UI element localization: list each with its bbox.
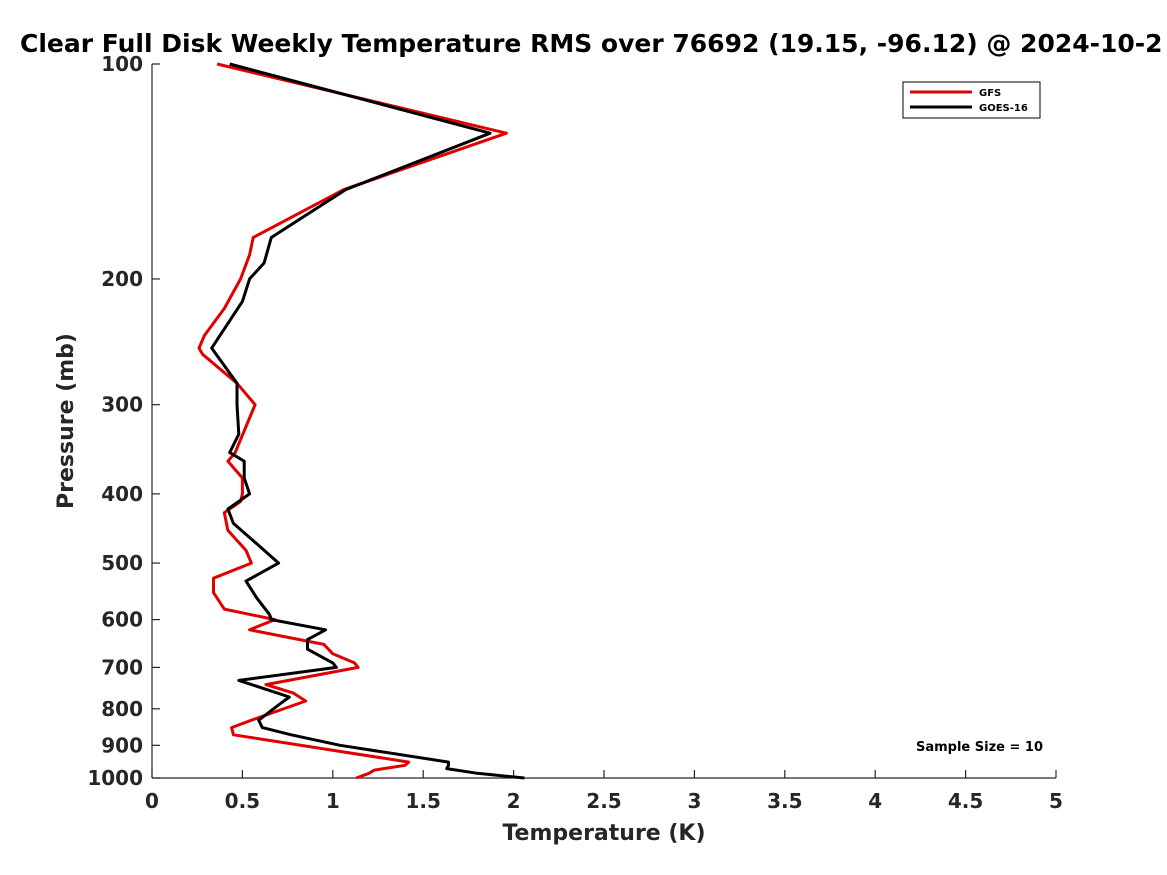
y-tick-label: 200 — [101, 267, 143, 291]
y-tick-label: 600 — [101, 608, 143, 632]
x-tick-label: 1.5 — [405, 789, 440, 813]
y-tick-label: 700 — [101, 655, 143, 679]
series-line-gfs — [197, 62, 508, 780]
x-axis-label: Temperature (K) — [502, 821, 705, 846]
x-tick-label: 3.5 — [767, 789, 802, 813]
x-tick-label: 1 — [326, 789, 340, 813]
y-tick-label: 800 — [101, 697, 143, 721]
chart-title: Clear Full Disk Weekly Temperature RMS o… — [20, 29, 1163, 58]
y-tick-label: 900 — [101, 733, 143, 757]
y-tick-label: 300 — [101, 393, 143, 417]
x-tick-label: 3 — [687, 789, 701, 813]
y-axis-ticks: 100 200 300 400 500 600 700 800 900 1000 — [87, 52, 160, 790]
plot-area — [151, 64, 1056, 779]
legend: GFS GOES-16 — [902, 81, 1041, 119]
y-tick-label: 100 — [101, 52, 143, 76]
x-tick-label: 4.5 — [948, 789, 983, 813]
series-layer — [197, 62, 525, 780]
x-tick-label: 4 — [868, 789, 882, 813]
x-tick-label: 0.5 — [225, 789, 260, 813]
x-tick-label: 0 — [145, 789, 159, 813]
y-tick-label: 400 — [101, 482, 143, 506]
legend-entry-label: GFS — [979, 88, 1001, 99]
x-tick-label: 2 — [507, 789, 521, 813]
legend-entry-label: GOES-16 — [979, 103, 1028, 114]
x-tick-label: 5 — [1049, 789, 1063, 813]
x-tick-label: 2.5 — [586, 789, 621, 813]
legend-box — [902, 81, 1041, 119]
sample-size-annotation: Sample Size = 10 — [916, 740, 1043, 755]
y-axis-label: Pressure (mb) — [54, 333, 79, 509]
series-line-goes-16 — [210, 62, 525, 780]
y-tick-label: 500 — [101, 551, 143, 575]
y-tick-label: 1000 — [87, 766, 143, 790]
x-axis-ticks: 0 0.5 1 1.5 2 2.5 3 3.5 4 4.5 5 — [145, 770, 1063, 813]
